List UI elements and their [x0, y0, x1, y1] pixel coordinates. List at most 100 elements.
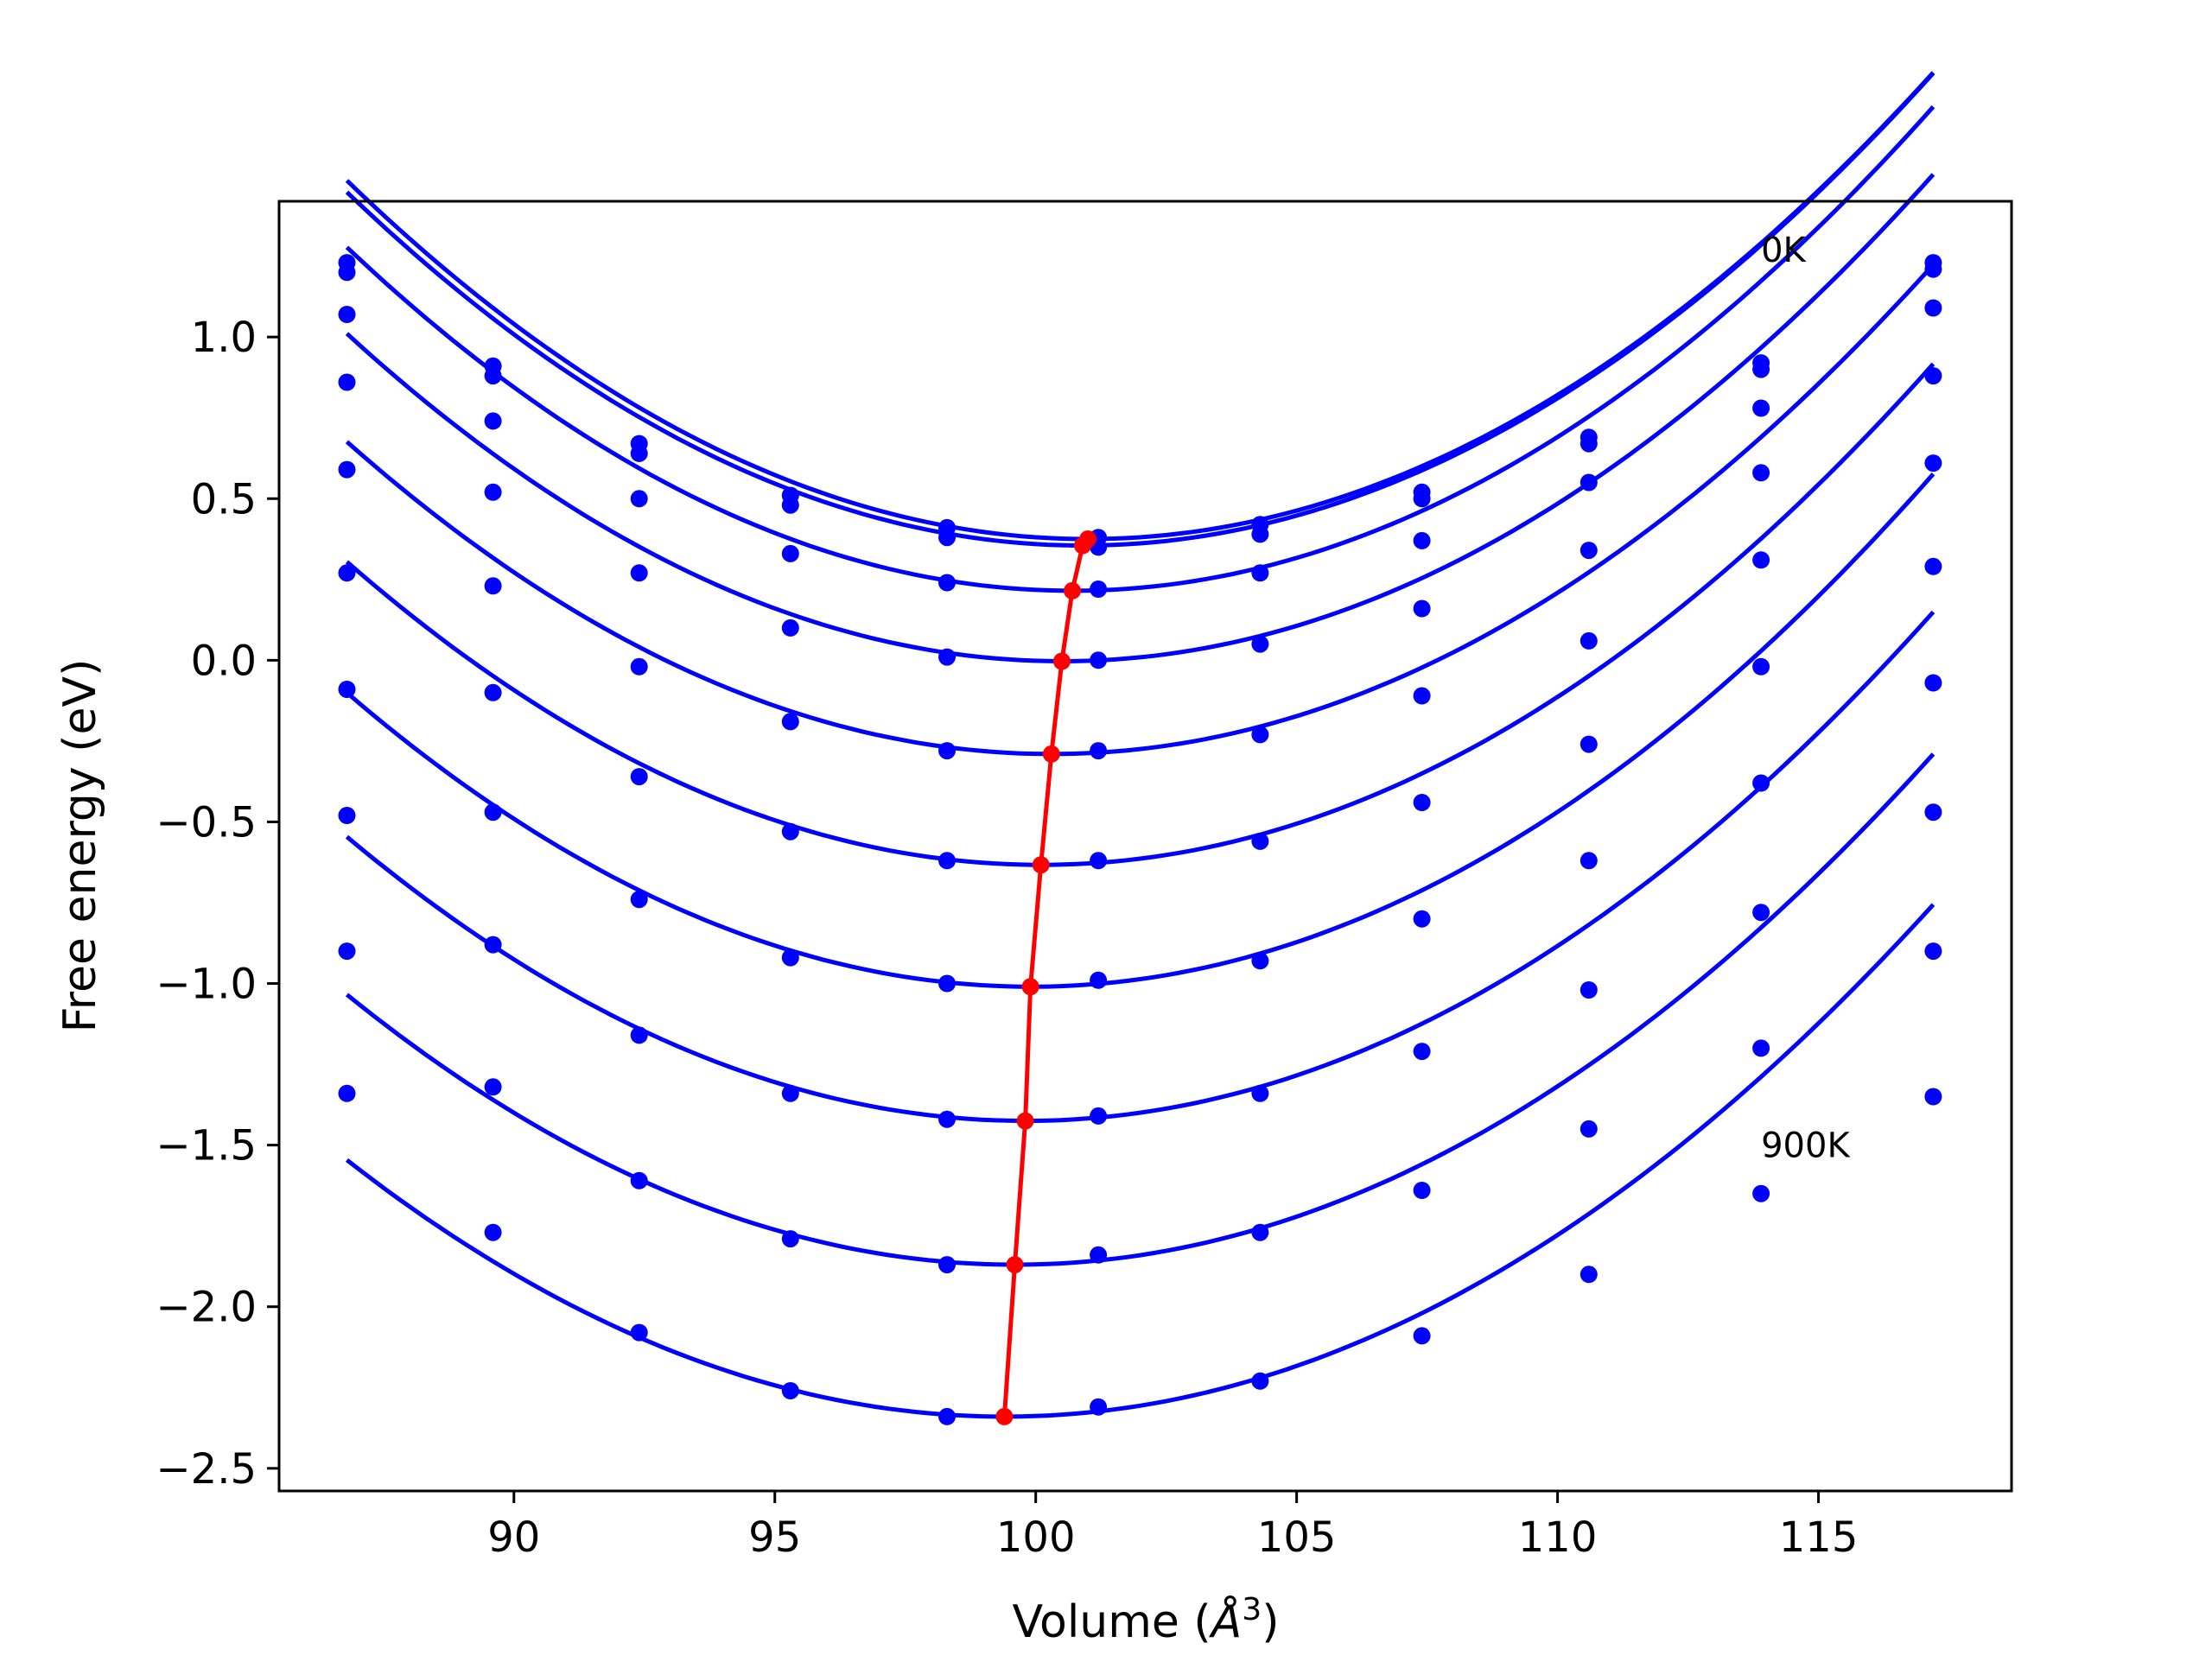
data-point-7-2 [630, 1026, 648, 1044]
y-tick-label: −0.5 [156, 798, 257, 847]
minimum-point-6 [1021, 978, 1039, 996]
data-point-7-4 [938, 1110, 956, 1128]
data-point-4-5 [1090, 742, 1108, 760]
data-point-9-3 [781, 1382, 799, 1399]
data-point-1-0 [338, 263, 356, 282]
data-point-1-10 [1924, 260, 1942, 278]
data-point-7-3 [781, 1084, 799, 1102]
data-point-2-10 [1924, 299, 1942, 317]
data-point-1-2 [630, 444, 648, 462]
data-point-8-7 [1413, 1182, 1431, 1199]
data-point-4-4 [938, 742, 956, 760]
data-point-9-5 [1090, 1398, 1108, 1416]
data-point-6-10 [1924, 674, 1942, 692]
y-tick-label: −1.5 [156, 1122, 257, 1170]
data-point-5-5 [1090, 852, 1108, 870]
x-tick-label: 115 [1779, 1513, 1859, 1562]
minimum-point-5 [1032, 856, 1050, 874]
data-point-9-0 [338, 1084, 356, 1102]
data-point-2-7 [1413, 531, 1431, 549]
x-tick-label: 95 [748, 1513, 801, 1562]
data-point-3-8 [1580, 542, 1598, 560]
data-point-5-2 [630, 768, 648, 786]
data-point-6-3 [781, 948, 799, 967]
annotations-layer: 0K 900K [1761, 231, 1851, 1165]
minimum-energy-line [1001, 537, 1090, 1418]
data-point-3-1 [484, 483, 502, 501]
y-tick-label: 1.0 [191, 314, 257, 362]
data-point-2-2 [630, 490, 648, 508]
data-point-3-5 [1090, 651, 1108, 669]
temperature-annotation-0: 0K [1761, 231, 1807, 270]
minimum-path-layer [995, 530, 1097, 1425]
data-point-1-8 [1580, 435, 1598, 453]
data-point-2-6 [1251, 564, 1269, 582]
data-point-8-1 [484, 1078, 502, 1096]
data-point-5-4 [938, 852, 956, 870]
data-point-2-9 [1752, 399, 1770, 417]
data-point-9-2 [630, 1323, 648, 1342]
data-point-4-10 [1924, 454, 1942, 473]
data-point-8-0 [338, 942, 356, 961]
temperature-annotation-1: 900K [1761, 1126, 1851, 1166]
data-point-4-8 [1580, 631, 1598, 650]
data-point-9-6 [1251, 1372, 1269, 1390]
minimum-point-1 [1074, 536, 1091, 555]
y-tick-label: 0.0 [191, 637, 257, 685]
data-point-7-5 [1090, 1107, 1108, 1125]
data-point-9-8 [1580, 1266, 1598, 1284]
plot-frame [277, 200, 2013, 1493]
data-point-1-7 [1413, 490, 1431, 508]
data-point-6-4 [938, 974, 956, 993]
data-point-3-4 [938, 648, 956, 666]
data-point-7-6 [1251, 1084, 1269, 1102]
data-point-5-6 [1251, 832, 1269, 850]
data-point-5-10 [1924, 557, 1942, 575]
data-point-3-3 [781, 618, 799, 637]
data-point-3-9 [1752, 464, 1770, 482]
data-point-5-8 [1580, 735, 1598, 753]
data-point-7-10 [1924, 803, 1942, 821]
data-point-4-7 [1413, 687, 1431, 705]
data-point-7-9 [1752, 904, 1770, 922]
energy-curve-4 [345, 263, 1936, 757]
data-point-8-6 [1251, 1223, 1269, 1241]
energy-curve-9 [345, 903, 1936, 1419]
energy-curve-3 [345, 173, 1936, 664]
data-point-6-1 [484, 803, 502, 821]
x-tick-label: 105 [1257, 1513, 1337, 1562]
data-point-5-3 [781, 822, 799, 841]
data-point-3-2 [630, 564, 648, 582]
y-axis-label: Free energy (eV) [54, 659, 106, 1033]
data-point-4-2 [630, 657, 648, 676]
x-axis-ticks: 90 95 100 105 110 115 [487, 1491, 1858, 1562]
data-point-8-9 [1752, 1039, 1770, 1057]
data-point-1-1 [484, 367, 502, 385]
minimum-point-9 [995, 1407, 1014, 1425]
data-point-7-0 [338, 807, 356, 824]
data-point-8-8 [1580, 1120, 1598, 1138]
x-tick-label: 100 [996, 1513, 1076, 1562]
data-point-9-10 [1924, 1088, 1942, 1106]
data-point-4-3 [781, 713, 799, 731]
data-point-2-0 [338, 306, 356, 323]
energy-curve-2 [345, 105, 1936, 593]
data-point-6-0 [338, 681, 356, 698]
data-point-8-4 [938, 1256, 956, 1274]
minimum-point-8 [1006, 1256, 1024, 1274]
data-point-7-8 [1580, 981, 1598, 999]
x-axis-label-text: Volume ( [1013, 1596, 1211, 1648]
minimum-point-3 [1052, 652, 1071, 670]
data-point-4-1 [484, 577, 502, 595]
data-point-1-9 [1752, 360, 1770, 378]
data-point-6-9 [1752, 774, 1770, 792]
data-point-6-5 [1090, 971, 1108, 989]
energy-curve-5 [345, 362, 1936, 867]
data-point-6-6 [1251, 952, 1269, 970]
y-tick-label: −2.0 [156, 1284, 257, 1332]
y-axis-ticks: −2.5 −2.0 −1.5 −1.0 −0.5 0.0 0.5 1.0 [156, 314, 279, 1494]
data-point-7-7 [1413, 1043, 1431, 1061]
